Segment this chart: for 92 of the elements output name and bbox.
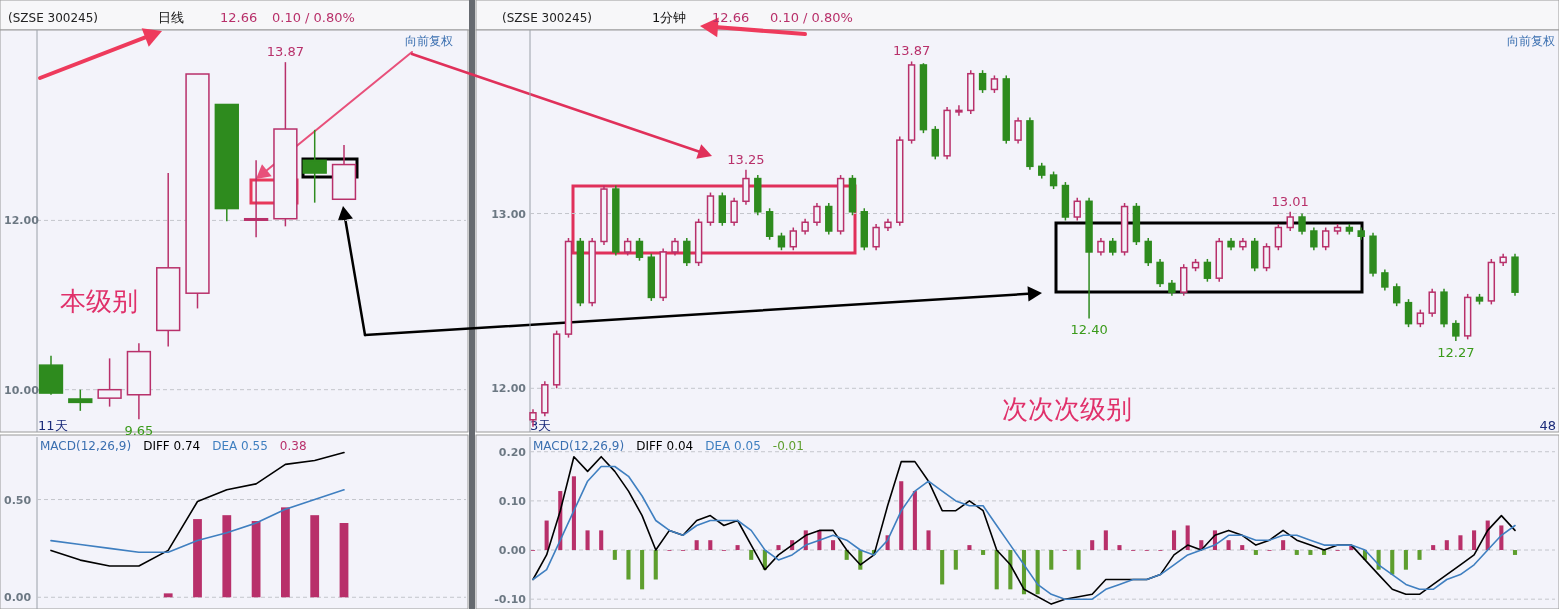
text: DEA 0.05 (705, 439, 761, 453)
text: DEA 0.55 (212, 439, 268, 453)
annotation: 9.65 (124, 423, 154, 439)
bar (981, 550, 986, 555)
chart-subtitle: 日线 (158, 10, 184, 25)
text: 0.10 / 0.80% (770, 10, 853, 25)
text: 48 (1539, 418, 1556, 433)
y-tick-label: 0.10 (498, 494, 527, 508)
text: DIFF 0.74 (143, 439, 201, 453)
text: DIFF 0.04 (636, 439, 694, 453)
bar (1458, 535, 1463, 551)
bar (626, 550, 631, 580)
bar (776, 545, 781, 551)
text: 12.66 (712, 10, 750, 25)
y-tick-label: 12.00 (491, 382, 527, 396)
y-tick-label: -0.10 (494, 593, 527, 607)
annotation: 13.87 (892, 43, 931, 59)
annotation: 向前复权 (1507, 34, 1555, 48)
bar (1512, 550, 1518, 555)
bar (1240, 545, 1245, 551)
bar (544, 520, 549, 551)
bar (953, 550, 958, 570)
annotation: 次次次级别 (1002, 394, 1132, 424)
bar (640, 550, 645, 590)
bar (612, 550, 617, 560)
bar (1431, 545, 1436, 551)
bar (163, 593, 173, 598)
y-tick-label: 13.00 (491, 207, 527, 221)
annotation: 13.25 (727, 151, 765, 167)
bar (831, 540, 836, 551)
bar (912, 491, 917, 551)
bar (899, 481, 904, 551)
bar (708, 540, 713, 551)
bar (281, 507, 290, 598)
bar (694, 540, 699, 551)
y-tick-label: 0.50 (4, 493, 32, 507)
bar (749, 550, 754, 560)
bar (1499, 525, 1504, 551)
y-tick-label: 12.00 (4, 214, 40, 228)
bar (1008, 550, 1013, 590)
bar (1103, 530, 1108, 551)
bar (193, 519, 202, 598)
annotation: 11天 (38, 418, 68, 433)
bar (1185, 525, 1190, 551)
bar (653, 550, 658, 580)
text: 0.38 (279, 439, 307, 453)
bar (1472, 530, 1477, 551)
bar (339, 523, 349, 598)
annotation: 本级别 (60, 286, 138, 316)
bar (1035, 550, 1040, 595)
text: -0.01 (772, 439, 804, 453)
bar (926, 530, 931, 551)
annotation: 13.01 (1271, 193, 1309, 209)
y-tick-label: 0.00 (4, 591, 32, 605)
bar (1417, 550, 1422, 560)
bar (940, 550, 945, 585)
bar (571, 476, 576, 551)
text: 12.66 (220, 10, 258, 25)
bar (1049, 550, 1054, 570)
bar (1444, 540, 1449, 551)
bar (1171, 530, 1177, 551)
text: 向前复权 (405, 34, 453, 48)
chart-title: (SZSE 300245) (502, 11, 593, 25)
chart-subtitle: 1分钟 (652, 10, 687, 25)
annotation: 13.87 (266, 44, 305, 60)
bar (222, 515, 232, 598)
bar (994, 550, 999, 590)
y-tick-label: 0.00 (498, 544, 527, 558)
bar (1281, 540, 1286, 551)
bar (967, 545, 972, 551)
y-tick-label: 0.20 (498, 445, 527, 459)
chart-title: MACD(12,26,9) (40, 439, 132, 453)
bar (1403, 550, 1408, 570)
text: 0.10 / 0.80% (272, 10, 355, 25)
bar (1226, 540, 1231, 551)
bar (599, 530, 604, 551)
bar (1308, 550, 1313, 555)
chart-title: MACD(12,26,9) (533, 439, 625, 453)
annotation: 12.27 (1437, 345, 1475, 361)
bar (585, 530, 590, 551)
bar (735, 545, 740, 551)
bar (1090, 540, 1095, 551)
bar (1253, 550, 1258, 555)
bar (1294, 550, 1299, 555)
chart-title: (SZSE 300245) (8, 11, 99, 25)
y-tick-label: 10.00 (4, 383, 40, 397)
annotation: 12.40 (1070, 322, 1108, 338)
bar (1390, 550, 1395, 575)
bar (1076, 550, 1081, 570)
bar (1117, 545, 1122, 551)
annotation: 3天 (530, 418, 552, 433)
bar (310, 515, 320, 598)
